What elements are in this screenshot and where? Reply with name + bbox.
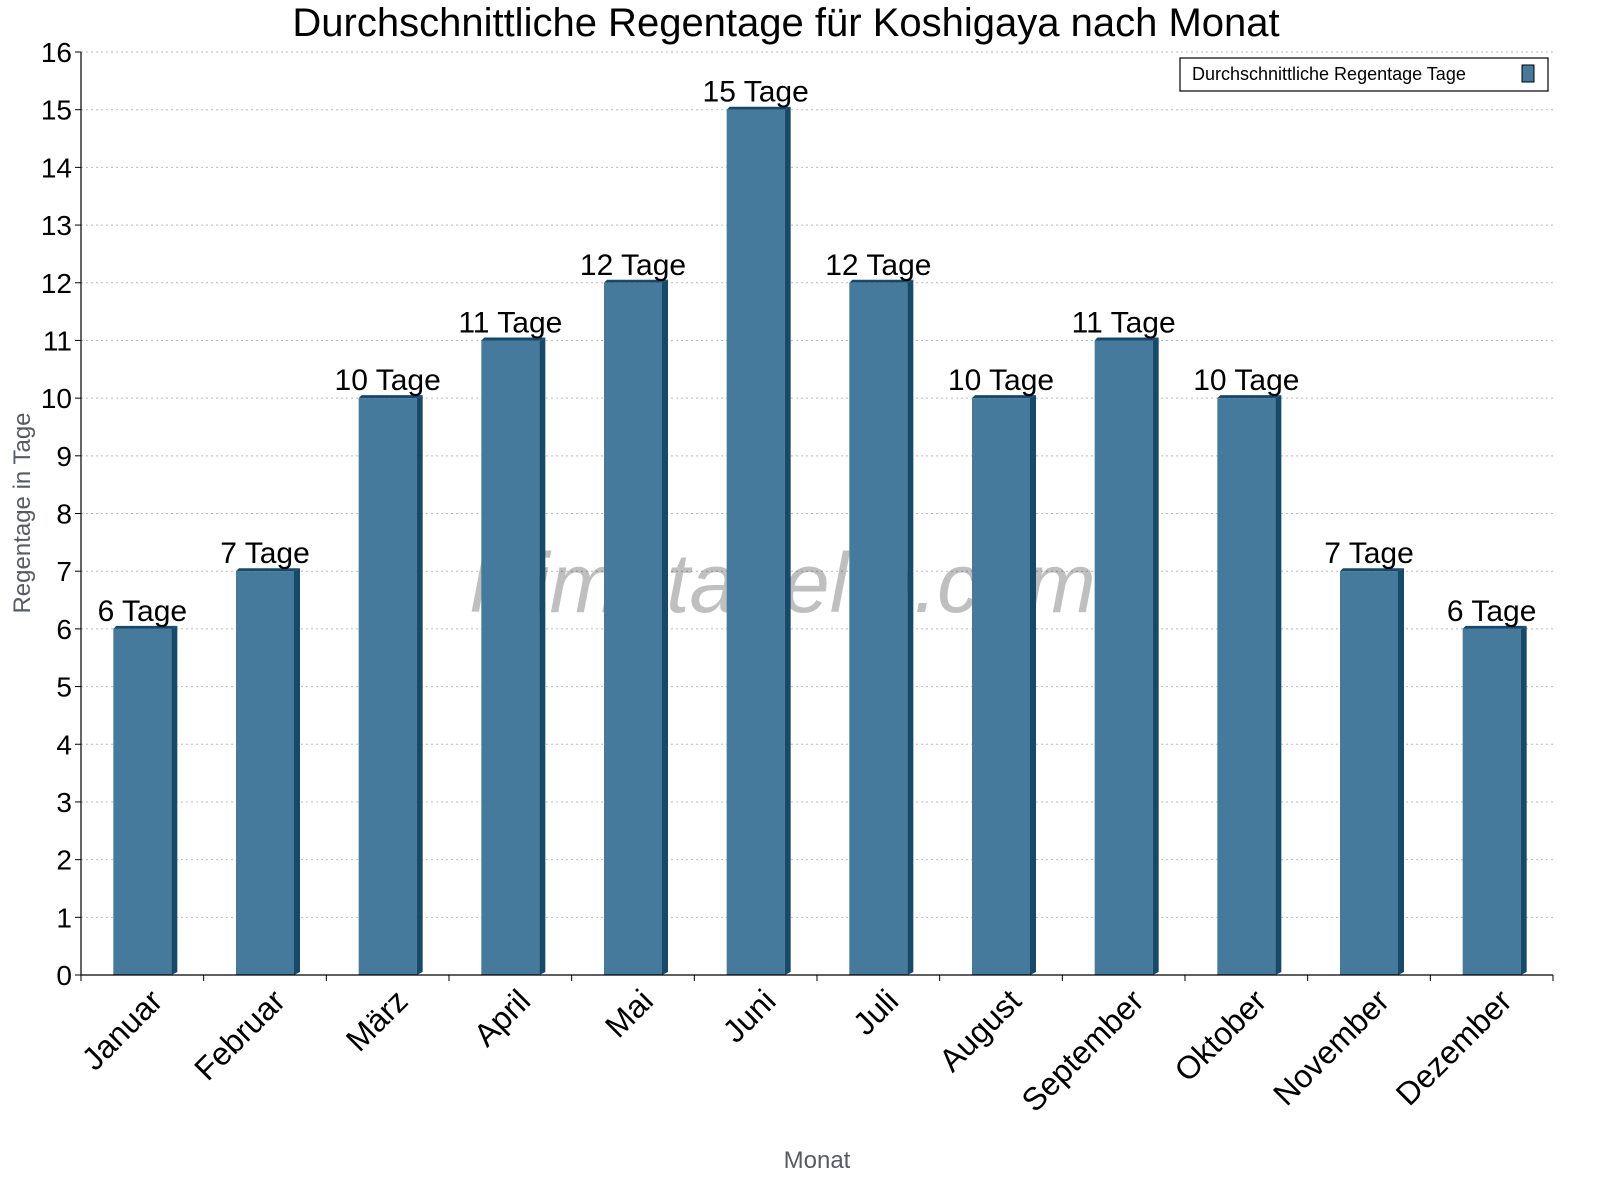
bar xyxy=(113,628,172,975)
legend: Durchschnittliche Regentage Tage xyxy=(1179,57,1549,92)
y-tick-label: 12 xyxy=(41,268,72,299)
x-tick-label: März xyxy=(339,982,415,1058)
data-label: 7 Tage xyxy=(220,537,310,570)
bar-side xyxy=(1520,625,1527,975)
bar xyxy=(1462,628,1521,975)
bar-side xyxy=(1275,395,1282,975)
bar xyxy=(726,109,785,975)
data-label: 11 Tage xyxy=(1072,306,1176,339)
x-axis-label: Monat xyxy=(784,1147,851,1174)
bar-side xyxy=(1152,337,1159,975)
y-tick-label: 6 xyxy=(56,614,72,645)
legend-swatch xyxy=(1521,64,1535,83)
x-tick-label: Mai xyxy=(598,982,660,1044)
bar-side xyxy=(416,395,423,975)
y-axis-label: Regentage in Tage xyxy=(9,412,36,613)
x-tick-label: April xyxy=(467,982,538,1053)
bar-top xyxy=(1217,395,1282,399)
bar-top xyxy=(1094,337,1159,341)
data-label: 7 Tage xyxy=(1324,537,1414,570)
y-tick-label: 5 xyxy=(56,672,72,703)
x-tick-label: Februar xyxy=(187,982,292,1087)
bar-side xyxy=(171,625,178,975)
y-tick-label: 3 xyxy=(56,787,72,818)
x-tick-label: Juli xyxy=(846,982,905,1041)
gridlines xyxy=(81,51,1553,918)
data-label: 15 Tage xyxy=(703,76,809,109)
bar-top xyxy=(604,279,668,283)
legend-label: Durchschnittliche Regentage Tage xyxy=(1192,64,1466,84)
data-label: 6 Tage xyxy=(1447,595,1537,628)
y-tick-label: 2 xyxy=(56,845,72,876)
data-label: 10 Tage xyxy=(1193,364,1299,397)
y-tick-label: 1 xyxy=(56,902,72,933)
bar xyxy=(481,340,540,975)
bar-top xyxy=(1462,625,1527,629)
bar xyxy=(358,398,417,975)
data-label: 10 Tage xyxy=(335,364,441,397)
y-tick-label: 8 xyxy=(56,499,72,530)
bar xyxy=(236,571,294,975)
x-tick-label: September xyxy=(1014,982,1150,1118)
bar-top xyxy=(358,395,423,399)
chart-title: Durchschnittliche Regentage für Koshigay… xyxy=(292,1,1279,45)
legend-box xyxy=(1179,57,1549,92)
x-tick-label: Juni xyxy=(716,982,783,1049)
bar-top xyxy=(236,568,300,572)
data-label: 6 Tage xyxy=(98,595,188,628)
y-tick-label: 13 xyxy=(41,210,72,241)
y-tick-label: 11 xyxy=(43,325,72,356)
y-tick-label: 9 xyxy=(56,441,72,472)
x-tick-label: Januar xyxy=(75,982,170,1077)
bar xyxy=(972,398,1030,975)
bar-top xyxy=(726,106,791,110)
x-tick-label: Dezember xyxy=(1389,982,1519,1112)
bar-side xyxy=(784,106,791,975)
x-tick-label: November xyxy=(1266,982,1396,1112)
data-label: 12 Tage xyxy=(580,249,686,282)
bar-side xyxy=(1398,568,1404,975)
y-tick-label: 14 xyxy=(41,152,72,183)
data-label: 11 Tage xyxy=(458,306,562,339)
x-tick-label: Oktober xyxy=(1167,982,1273,1088)
bar-side xyxy=(539,337,546,975)
y-tick-label: 16 xyxy=(41,37,72,68)
bars: 6 Tage 7 Tage 10 Tage 11 Tage 12 Tage 15 Tage… xyxy=(98,76,1537,975)
y-tick-label: 4 xyxy=(56,729,72,760)
bar-top xyxy=(481,337,546,341)
bar xyxy=(1094,340,1153,975)
y-tick-label: 0 xyxy=(56,960,72,991)
bar-top xyxy=(972,395,1036,399)
bar-side xyxy=(294,568,300,975)
bar xyxy=(849,282,908,975)
bar-top xyxy=(113,625,178,629)
bar-side xyxy=(1030,395,1036,975)
bar xyxy=(604,282,662,975)
bar-side xyxy=(662,279,668,975)
data-label: 12 Tage xyxy=(825,249,931,282)
y-tick-label: 10 xyxy=(41,383,72,414)
bar-side xyxy=(907,279,914,975)
y-tick-label: 7 xyxy=(56,556,72,587)
bar-top xyxy=(849,279,914,283)
bar xyxy=(1340,571,1398,975)
bar-top xyxy=(1340,568,1404,572)
x-tick-label: August xyxy=(932,982,1028,1078)
data-label: 10 Tage xyxy=(948,364,1054,397)
y-tick-label: 15 xyxy=(41,95,72,126)
bar xyxy=(1217,398,1276,975)
